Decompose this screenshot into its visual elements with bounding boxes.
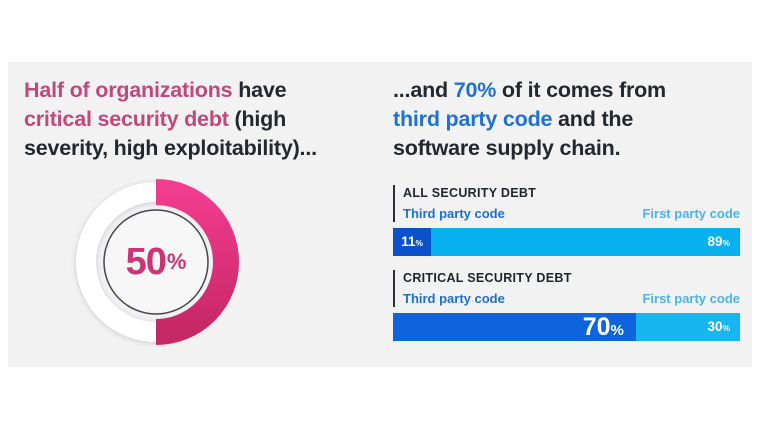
stacked-bar: 70% 30% xyxy=(393,313,740,341)
first-party-label: First party code xyxy=(642,206,740,221)
chart-title: ALL SECURITY DEBT xyxy=(403,186,537,200)
donut-inner-circle xyxy=(103,209,209,315)
segment-value: 30 xyxy=(707,319,723,334)
left-headline-line2: critical security debt (high xyxy=(24,105,374,134)
stacked-bar: 11% 89% xyxy=(393,228,740,256)
all-security-debt-chart: ALL SECURITY DEBT Third party code First… xyxy=(393,185,740,256)
headline-text: ...and xyxy=(393,78,454,102)
third-party-segment: 11% xyxy=(393,228,432,256)
percent-sign: % xyxy=(610,322,624,339)
right-headline-line1: ...and 70% of it comes from xyxy=(393,76,743,105)
donut-center-value: 50% xyxy=(66,172,246,352)
right-headline: ...and 70% of it comes from third party … xyxy=(393,76,743,163)
third-party-segment: 70% xyxy=(393,313,636,341)
segment-value: 70 xyxy=(582,313,611,341)
percent-sign: % xyxy=(722,238,730,248)
headline-text: (high xyxy=(228,107,287,131)
right-headline-line3: software supply chain. xyxy=(393,134,743,163)
gray-panel: Half of organizations have critical secu… xyxy=(8,62,752,367)
first-party-label: First party code xyxy=(642,291,740,306)
first-party-segment: 30% xyxy=(635,313,740,341)
chart-header: ALL SECURITY DEBT Third party code First… xyxy=(393,185,740,222)
critical-security-debt-chart: CRITICAL SECURITY DEBT Third party code … xyxy=(393,270,740,341)
pink-accent-text: critical security debt xyxy=(24,107,229,131)
headline-text: and the xyxy=(552,107,634,131)
percent-sign: % xyxy=(722,323,730,333)
blue-accent-text: 70% xyxy=(453,78,497,102)
donut-value-arc xyxy=(155,179,239,345)
pink-accent-text: Half of organizations xyxy=(24,78,233,102)
donut-chart: 50% xyxy=(66,172,246,352)
percent-sign: % xyxy=(415,238,423,248)
chart-header: CRITICAL SECURITY DEBT Third party code … xyxy=(393,270,740,307)
chart-legend: Third party code First party code xyxy=(403,206,740,222)
chart-title: CRITICAL SECURITY DEBT xyxy=(403,271,572,285)
chart-legend: Third party code First party code xyxy=(403,291,740,307)
right-headline-line2: third party code and the xyxy=(393,105,743,134)
headline-text: have xyxy=(232,78,287,102)
segment-value: 89 xyxy=(707,234,723,249)
blue-accent-text: third party code xyxy=(393,107,553,131)
first-party-segment: 89% xyxy=(431,228,740,256)
left-headline-line1: Half of organizations have xyxy=(24,76,374,105)
donut-percent-sign: % xyxy=(166,249,187,274)
donut-svg xyxy=(76,179,239,345)
left-headline: Half of organizations have critical secu… xyxy=(24,76,374,163)
headline-text: of it comes from xyxy=(496,78,666,102)
third-party-label: Third party code xyxy=(403,206,505,221)
donut-value-number: 50 xyxy=(125,240,167,283)
left-headline-line3: severity, high exploitability)... xyxy=(24,134,374,163)
headline-text: software supply chain. xyxy=(393,136,621,160)
segment-value: 11 xyxy=(401,234,416,249)
headline-text: severity, high exploitability)... xyxy=(24,136,317,160)
third-party-label: Third party code xyxy=(403,291,505,306)
